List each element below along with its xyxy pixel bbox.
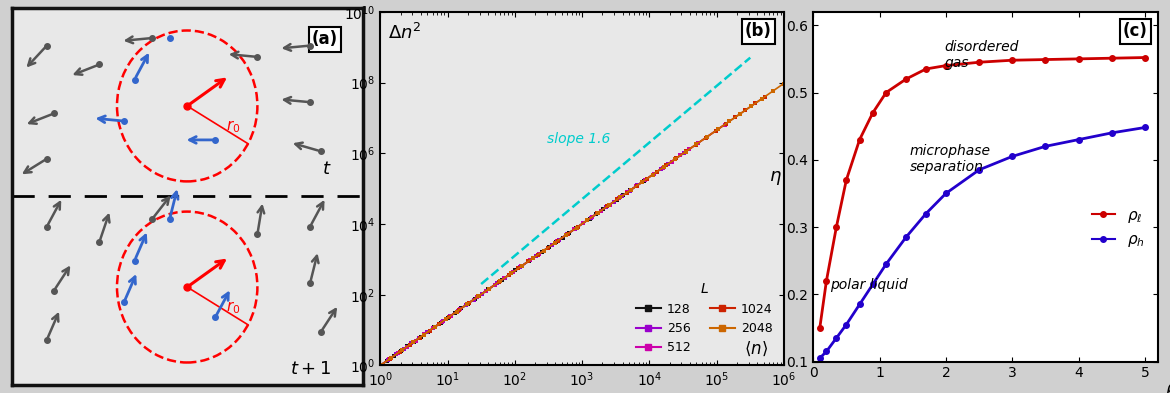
Text: (b): (b) (745, 22, 772, 40)
Text: disordered
gas: disordered gas (944, 40, 1019, 70)
Text: slope 1.6: slope 1.6 (546, 132, 611, 146)
Text: $r_0$: $r_0$ (226, 118, 240, 135)
Text: polar liquid: polar liquid (831, 277, 908, 292)
Legend: 128, 256, 512, 1024, 2048: 128, 256, 512, 1024, 2048 (631, 277, 778, 359)
Text: microphase
separation: microphase separation (910, 143, 991, 174)
Text: $\Delta n^2$: $\Delta n^2$ (388, 22, 421, 42)
Text: $\rho_0$: $\rho_0$ (1165, 381, 1170, 393)
X-axis label: $\langle n \rangle$: $\langle n \rangle$ (569, 392, 596, 393)
Text: (c): (c) (1123, 22, 1148, 40)
Legend: $\rho_\ell$, $\rho_h$: $\rho_\ell$, $\rho_h$ (1086, 202, 1150, 255)
Y-axis label: $\eta$: $\eta$ (769, 169, 782, 187)
Text: $t$: $t$ (322, 160, 331, 178)
Text: $\langle n \rangle$: $\langle n \rangle$ (744, 340, 768, 358)
Text: $t+1$: $t+1$ (290, 360, 331, 378)
Text: $r_0$: $r_0$ (226, 299, 240, 316)
Text: (a): (a) (312, 31, 338, 48)
